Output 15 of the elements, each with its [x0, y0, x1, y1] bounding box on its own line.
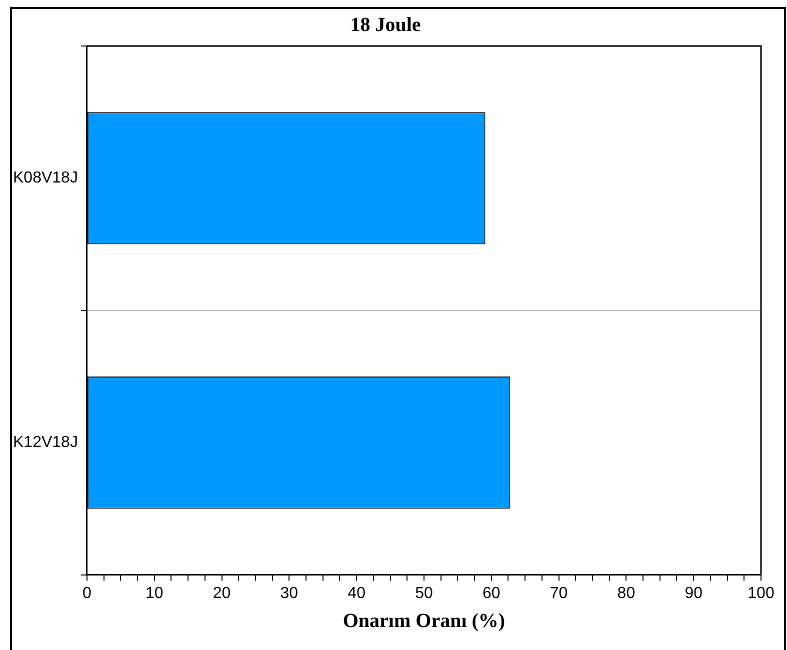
x-tick-label: 0: [82, 584, 92, 602]
x-tick-label: 100: [748, 584, 774, 602]
x-tick-label: 80: [617, 584, 636, 602]
x-tick-label: 20: [212, 584, 231, 602]
x-tick-label: 30: [280, 584, 298, 602]
chart-title: 18 Joule: [350, 14, 421, 36]
x-tick-label: 60: [482, 584, 500, 602]
x-tick-label: 40: [348, 584, 366, 602]
x-tick-label: 90: [684, 584, 703, 602]
x-tick-label: 50: [415, 584, 433, 602]
y-tick-label: K12V18J: [13, 434, 78, 452]
x-tick-label: 10: [145, 584, 164, 602]
x-axis-title: Onarım Oranı (%): [342, 610, 506, 632]
y-tick-label: K08V18J: [13, 170, 78, 187]
x-tick-label: 70: [550, 584, 568, 602]
